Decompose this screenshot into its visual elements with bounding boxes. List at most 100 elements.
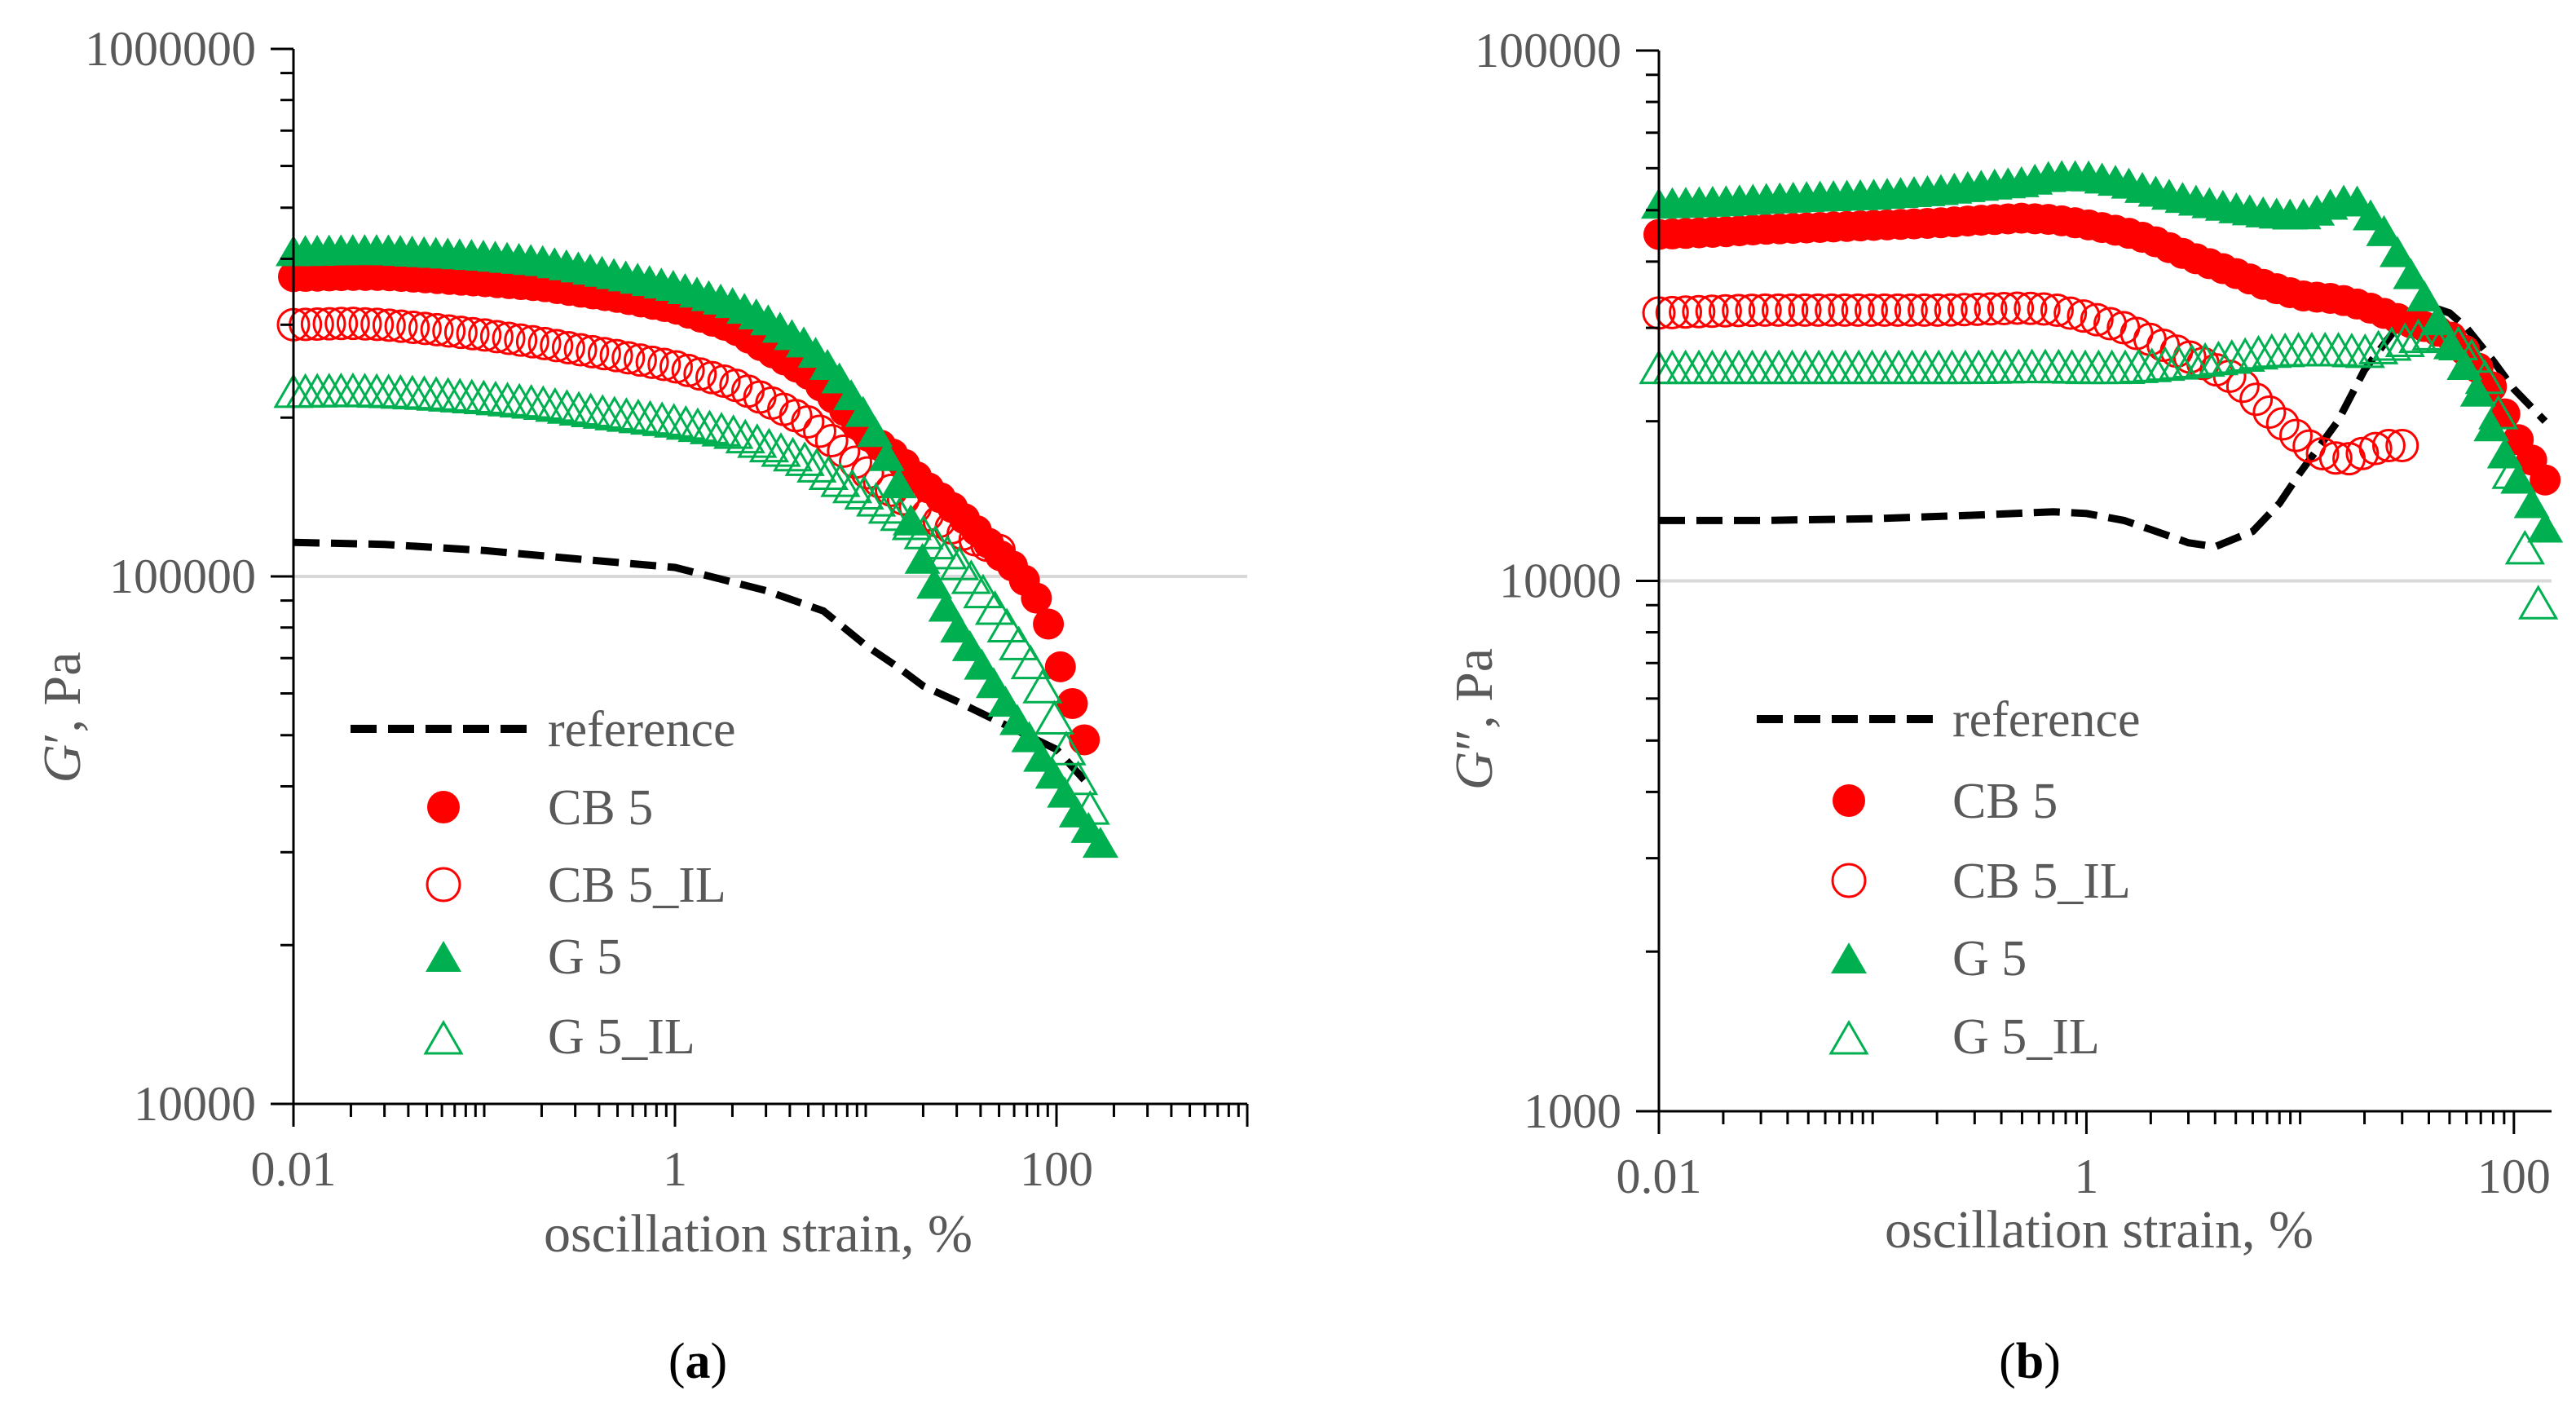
data-point — [2145, 346, 2186, 382]
data-point — [642, 401, 682, 436]
series-g5 — [1641, 160, 2564, 543]
data-point — [939, 545, 980, 580]
y-axis-title: G′, Pa — [33, 651, 92, 783]
y-axis-title-unit: , Pa — [1445, 648, 1504, 729]
legend-marker-g5-il — [1828, 1020, 1869, 1055]
x-tick-label: 100 — [1020, 1142, 1093, 1196]
data-point — [963, 573, 1003, 609]
data-point — [2345, 436, 2380, 470]
data-point — [576, 334, 610, 369]
data-point — [779, 399, 813, 433]
data-point — [2419, 304, 2456, 336]
legend-marker-cb5 — [1833, 784, 1865, 817]
x-tick-label: 0.01 — [1617, 1150, 1702, 1203]
data-point — [820, 462, 861, 497]
data-point — [1722, 294, 1756, 328]
chart-panel-b: 1000 10000 100000 0.01 1 100 oscillation… — [1445, 24, 2564, 1389]
series-line-reference — [293, 538, 1093, 789]
data-point — [504, 323, 538, 357]
panel-label-a: (a) — [668, 1334, 727, 1389]
data-point — [2080, 302, 2114, 337]
data-point — [2238, 334, 2279, 370]
legend: reference CB 5 CB 5_IL G 5 G 5_IL — [1757, 692, 2141, 1065]
data-point — [1762, 293, 1796, 327]
data-point — [1047, 776, 1083, 808]
data-point — [392, 374, 433, 410]
data-point — [635, 345, 669, 379]
series-g5-il — [273, 372, 1110, 825]
x-tick-label: 100 — [2477, 1150, 2551, 1203]
data-point — [2358, 431, 2393, 466]
legend-label-cb5-il: CB 5_IL — [1952, 854, 2131, 909]
data-point — [1801, 293, 1835, 327]
data-point — [515, 324, 549, 359]
data-point — [1854, 293, 1888, 327]
data-point — [2132, 347, 2172, 382]
data-point — [1044, 651, 1076, 682]
data-point — [416, 376, 457, 411]
data-point — [975, 667, 1012, 699]
y-axis-title: G″, Pa — [1445, 648, 1504, 790]
y-tick-label: 100000 — [109, 550, 256, 603]
data-point — [1058, 760, 1099, 796]
data-point — [647, 347, 681, 382]
tick-labels: 10000 100000 1000000 0.01 1 100 — [85, 22, 1093, 1196]
data-point — [986, 607, 1027, 642]
y-tick-label: 1000000 — [85, 22, 256, 76]
data-point — [523, 385, 563, 420]
legend-marker-g5 — [1831, 942, 1867, 973]
data-point — [2513, 487, 2550, 519]
data-point — [761, 432, 801, 467]
data-point — [404, 375, 445, 410]
data-point — [1947, 293, 1981, 327]
data-point — [492, 321, 526, 355]
data-point — [2225, 337, 2265, 372]
data-point — [1046, 730, 1087, 766]
data-point — [1695, 294, 1729, 329]
data-point — [791, 405, 825, 439]
data-point — [808, 455, 849, 490]
data-point — [1655, 295, 1689, 329]
data-point — [1011, 721, 1048, 753]
data-point — [766, 392, 801, 426]
y-axis-title-prime: ′ — [33, 732, 92, 744]
y-axis-title-symbol: G — [33, 744, 92, 783]
data-point — [743, 380, 777, 414]
tick-labels: 1000 10000 100000 0.01 1 100 — [1475, 24, 2551, 1203]
data-point — [300, 307, 334, 342]
data-point — [831, 468, 873, 504]
data-point — [695, 360, 729, 395]
data-point — [2000, 291, 2035, 325]
data-point — [2379, 236, 2415, 267]
y-tick-label: 10000 — [134, 1077, 256, 1131]
data-point — [2527, 511, 2564, 543]
data-point — [2385, 428, 2419, 462]
data-point — [1033, 608, 1065, 640]
series-line-reference — [1659, 302, 2548, 551]
data-point — [2371, 326, 2412, 361]
data-point — [755, 386, 789, 420]
data-point — [951, 629, 988, 661]
data-point — [468, 318, 502, 352]
data-point — [2239, 382, 2274, 417]
data-point — [551, 330, 585, 364]
data-point — [1788, 293, 1822, 327]
data-point — [384, 309, 418, 343]
y-tick-label: 100000 — [1475, 24, 1621, 77]
data-point — [1908, 293, 1942, 327]
data-point — [443, 316, 478, 350]
data-point — [982, 533, 1017, 567]
data-point — [2393, 258, 2429, 289]
x-axis-title: oscillation strain, % — [544, 1204, 973, 1264]
data-point — [2411, 316, 2452, 351]
data-point — [2504, 529, 2545, 565]
data-point — [1669, 295, 1703, 329]
data-point — [2398, 318, 2439, 354]
data-point — [297, 373, 337, 408]
data-point — [725, 418, 765, 454]
data-point — [916, 567, 953, 599]
data-point — [312, 307, 346, 341]
legend-label-g5-il: G 5_IL — [548, 1009, 695, 1065]
data-point — [1735, 294, 1769, 328]
